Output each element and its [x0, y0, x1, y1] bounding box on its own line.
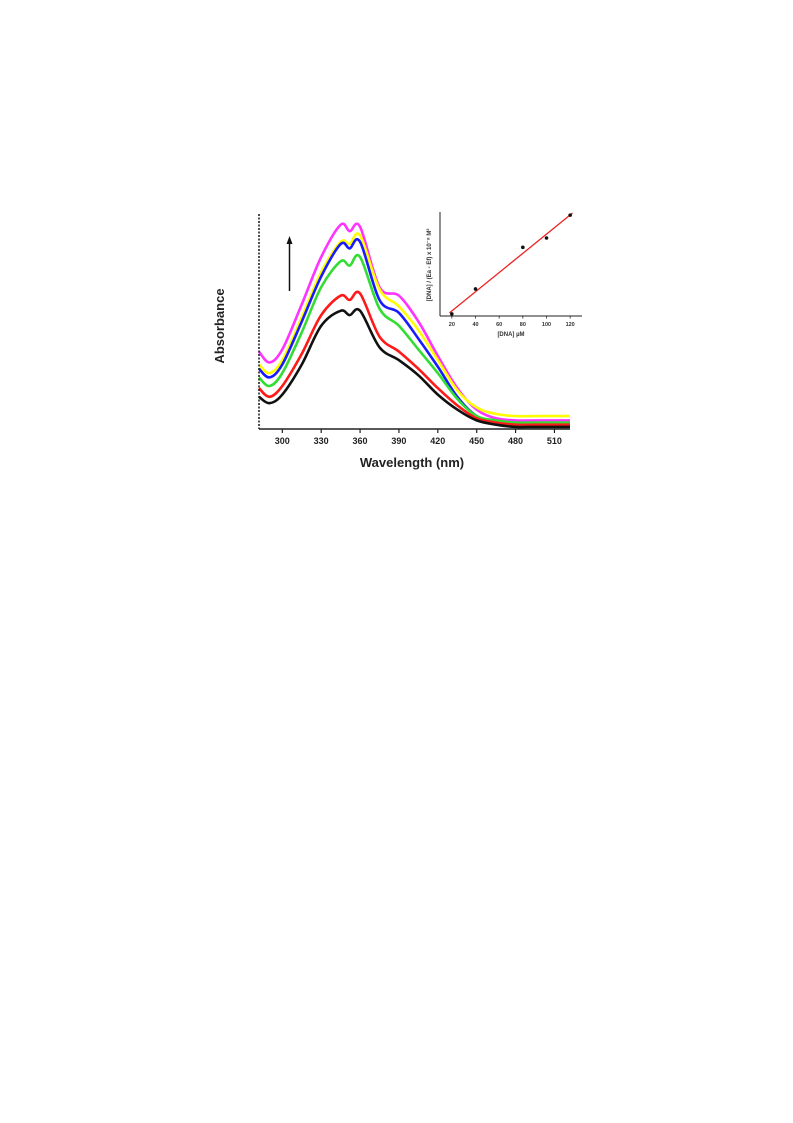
inset-x-tick-label: 100 [542, 322, 551, 328]
x-axis-title: Wavelength (nm) [360, 455, 464, 470]
spectrum-line-5 [258, 290, 570, 427]
up-arrow-annotation [286, 236, 293, 291]
y-axis-title: Absorbance [212, 288, 227, 363]
inset-points-group [450, 213, 572, 316]
spectra-series-group [257, 222, 570, 429]
spectrum-line-6 [258, 307, 570, 429]
spectrum-line-2 [258, 232, 570, 418]
inset-x-axis-title: [DNA] µM [497, 332, 524, 338]
x-tick-label: 480 [508, 436, 523, 446]
inset-x-tick-label: 20 [449, 322, 455, 328]
x-tick-label: 420 [430, 436, 445, 446]
inset-point [568, 213, 572, 217]
inset-x-ticks-group: 20 40 60 80 100 120 [449, 316, 575, 328]
inset-x-tick-label: 40 [472, 322, 478, 328]
x-tick-label: 450 [469, 436, 484, 446]
inset-fit-line-group [449, 212, 573, 314]
inset-x-tick-label: 60 [496, 322, 502, 328]
x-tick-label: 510 [547, 436, 562, 446]
absorbance-spectra-chart: 300 330 360 390 420 450 480 510 Wavelength (nm)… [212, 214, 570, 470]
inset-x-tick-label: 80 [520, 322, 526, 328]
spectrum-line-4 [258, 253, 570, 425]
inset-fit-line [449, 212, 573, 314]
inset-point [544, 236, 549, 240]
spectrum-line-1 [257, 222, 570, 422]
inset-binding-plot: 20 40 60 80 100 120 [DNA] µM [DNA] / (Ea - Ef… [426, 212, 582, 338]
inset-point [450, 312, 454, 316]
x-tick-label: 330 [314, 436, 329, 446]
x-tick-label: 300 [275, 436, 290, 446]
inset-point [521, 245, 525, 250]
x-ticks-group: 300 330 360 390 420 450 480 510 [275, 429, 562, 446]
inset-y-axis-title: [DNA] / (Ea - Ef) x 10⁻⁸ M² [426, 229, 433, 302]
x-tick-label: 390 [391, 436, 406, 446]
x-tick-label: 360 [353, 436, 368, 446]
inset-x-tick-label: 120 [566, 322, 575, 328]
inset-point [473, 287, 478, 291]
